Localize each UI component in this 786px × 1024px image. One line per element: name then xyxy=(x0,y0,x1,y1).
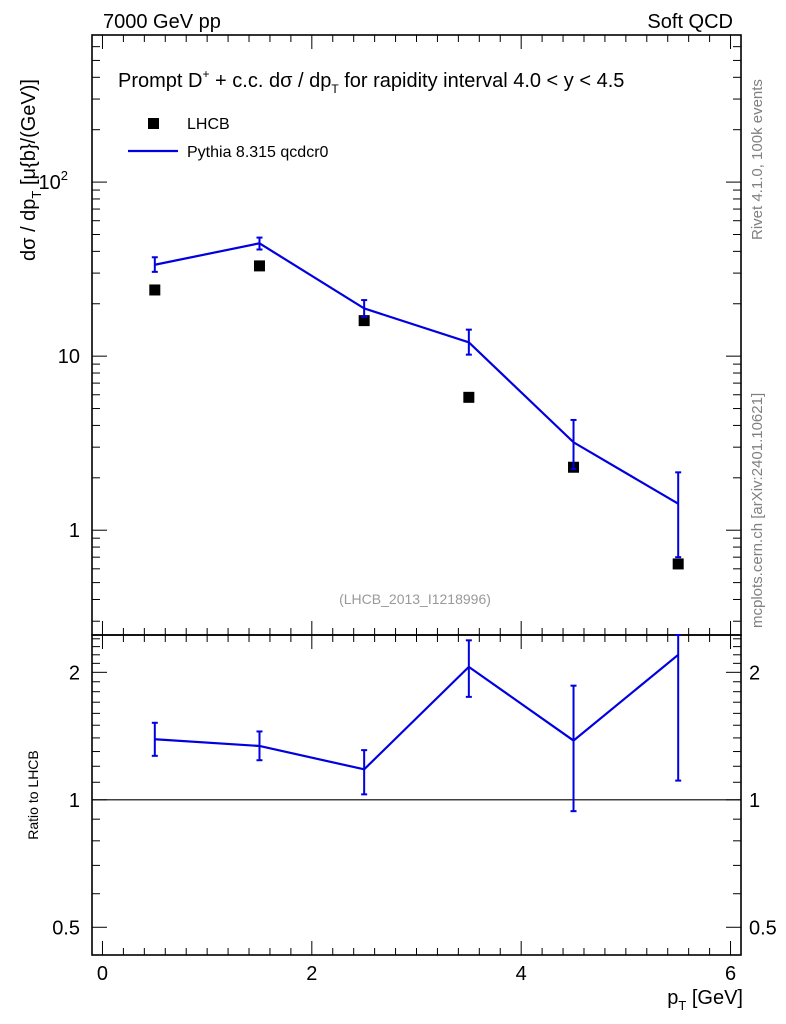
lhcb-point xyxy=(149,284,161,296)
x-tick-label: 4 xyxy=(516,963,527,985)
x-tick-label: 6 xyxy=(725,963,736,985)
ratio-line xyxy=(154,653,679,771)
ratio-marks xyxy=(151,634,682,813)
x-axis-label: pT [GeV] xyxy=(667,987,743,1013)
ratio-y-label: Ratio to LHCB xyxy=(25,750,41,839)
ratio-y-tick-label-right: 0.5 xyxy=(749,917,777,939)
ratio-y-tick-label: 0.5 xyxy=(52,917,80,939)
plot-title: Prompt D+ + c.c. dσ / dpT for rapidity i… xyxy=(118,67,624,96)
x-tick-label: 2 xyxy=(306,963,317,985)
analysis-id: (LHCB_2013_I1218996) xyxy=(339,591,491,607)
pythia-line xyxy=(154,242,679,505)
lhcb-point xyxy=(463,391,475,403)
main-y-label: dσ / dpT [μ{b}/(GeV)] xyxy=(18,79,44,261)
y-tick-label: 102 xyxy=(39,168,68,194)
ratio-y-tick-label-right: 2 xyxy=(749,662,760,684)
lhcb-point xyxy=(358,315,370,327)
ratio-y-tick-label: 1 xyxy=(69,790,80,812)
x-tick-label: 0 xyxy=(97,963,108,985)
mcplots-label: mcplots.cern.ch [arXiv:2401.10621] xyxy=(749,393,766,628)
legend-lhcb-marker xyxy=(148,118,159,129)
legend-pythia-label: Pythia 8.315 qcdcr0 xyxy=(187,144,329,161)
process-label: Soft QCD xyxy=(647,11,733,33)
y-tick-label: 10 xyxy=(58,346,80,368)
ratio-axes: 0 2 4 6 0.5 0.5 1 1 2 2 xyxy=(52,635,777,985)
lhcb-point xyxy=(672,558,684,570)
legend-lhcb-label: LHCB xyxy=(187,116,230,133)
ratio-y-tick-label: 2 xyxy=(69,662,80,684)
main-axes: 1 10 102 xyxy=(39,34,741,635)
collision-label: 7000 GeV pp xyxy=(103,11,221,33)
main-marks xyxy=(149,236,684,570)
y-tick-label: 1 xyxy=(69,520,80,542)
lhcb-point xyxy=(253,260,265,272)
rivet-label: Rivet 4.1.0, 100k events xyxy=(749,79,766,240)
ratio-y-tick-label-right: 1 xyxy=(749,790,760,812)
